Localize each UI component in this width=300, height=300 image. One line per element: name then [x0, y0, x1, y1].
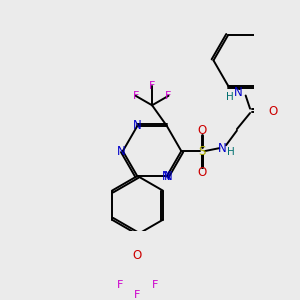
Text: H: H — [226, 92, 233, 102]
Text: N: N — [164, 170, 172, 183]
Text: F: F — [149, 81, 155, 91]
Text: F: F — [116, 280, 123, 290]
Text: F: F — [134, 290, 141, 300]
Text: F: F — [132, 91, 139, 101]
Text: N: N — [117, 145, 126, 158]
Text: O: O — [268, 105, 277, 118]
Text: O: O — [133, 249, 142, 262]
Text: N: N — [162, 170, 171, 183]
Text: F: F — [165, 91, 172, 101]
Text: N: N — [218, 142, 226, 155]
Text: O: O — [197, 166, 206, 178]
Text: N: N — [133, 119, 142, 132]
Text: H: H — [227, 147, 235, 157]
Text: S: S — [198, 145, 206, 158]
Text: F: F — [152, 280, 158, 290]
Text: O: O — [197, 124, 206, 136]
Text: N: N — [234, 86, 243, 99]
